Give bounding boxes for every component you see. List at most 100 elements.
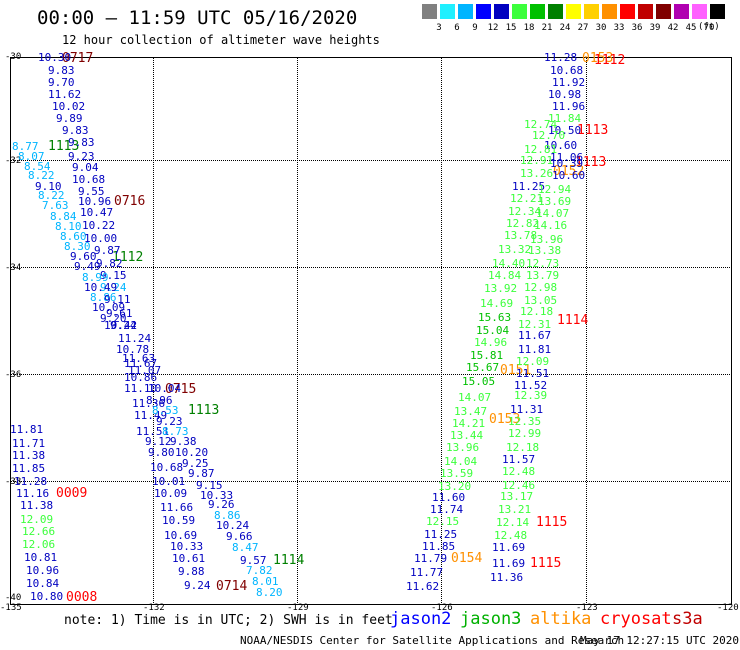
footnote: note: 1) Time is in UTC; 2) SWH is in fe… <box>64 613 393 628</box>
wave-height-value: 9.23 <box>156 415 183 428</box>
observation-time-label: 0715 <box>165 382 197 397</box>
wave-height-value: 11.84 <box>548 112 582 125</box>
color-swatch <box>656 4 671 19</box>
wave-height-value: 10.86 <box>124 371 158 384</box>
wave-height-value: 12.91 <box>520 154 554 167</box>
parallel-line <box>10 267 732 268</box>
wave-height-value: 9.70 <box>48 76 75 89</box>
wave-height-value: 13.20 <box>438 480 472 493</box>
wave-height-value: 9.83 <box>48 64 75 77</box>
wave-height-value: 8.30 <box>64 240 91 253</box>
color-swatch <box>530 4 545 19</box>
wave-height-value: 12.94 <box>538 183 572 196</box>
wave-height-value: 12.70 <box>532 129 566 142</box>
wave-height-value: 13.44 <box>450 429 484 442</box>
parallel-line <box>10 481 732 482</box>
wave-height-value: 11.28 <box>544 51 578 64</box>
wave-height-value: 11.85 <box>12 462 46 475</box>
wave-height-value: 11.10 <box>124 382 158 395</box>
observation-time-label: 1115 <box>530 556 562 571</box>
wave-height-value: 8.07 <box>18 150 45 163</box>
wave-height-value: 10.30 <box>38 51 72 64</box>
wave-height-value: 8.99 <box>82 271 109 284</box>
wave-height-value: 8.53 <box>152 404 179 417</box>
wave-height-value: 11.31 <box>510 403 544 416</box>
wave-height-value: 12.06 <box>22 538 56 551</box>
observation-time-label: 0151 <box>500 363 532 378</box>
meridian-line <box>441 57 442 605</box>
wave-height-value: 14.21 <box>452 417 486 430</box>
observation-time-label: 1114 <box>557 313 589 328</box>
wave-height-value: 15.04 <box>476 324 510 337</box>
wave-height-value: 15.63 <box>478 311 512 324</box>
wave-height-value: 11.57 <box>502 453 536 466</box>
observation-time-label: 1113 <box>575 155 607 170</box>
wave-height-value: 13.96 <box>446 441 480 454</box>
legend-jason2: jason2 <box>390 609 452 629</box>
observation-time-label: 0154 <box>451 551 483 566</box>
wave-height-value: 10.00 <box>84 232 118 245</box>
wave-height-value: 14.84 <box>488 269 522 282</box>
color-swatch <box>602 4 617 19</box>
map-subtitle: 12 hour collection of altimeter wave hei… <box>62 33 380 47</box>
wave-height-value: 12.31 <box>518 318 552 331</box>
wave-height-value: 7.63 <box>42 199 69 212</box>
wave-height-value: 8.20 <box>256 586 283 599</box>
wave-height-value: 12.48 <box>494 529 528 542</box>
wave-height-value: 10.78 <box>116 343 150 356</box>
observation-time-label: 0152 <box>553 164 585 179</box>
wave-height-value: 11.24 <box>118 332 152 345</box>
wave-height-value: 14.07 <box>536 207 570 220</box>
wave-height-value: 8.96 <box>146 394 173 407</box>
wave-height-value: 11.81 <box>518 343 552 356</box>
wave-height-value: 10.04 <box>148 382 182 395</box>
color-swatch <box>494 4 509 19</box>
observation-time-label: 0153 <box>489 412 521 427</box>
wave-height-value: 11.28 <box>14 475 48 488</box>
observation-time-label: 0714 <box>216 579 248 594</box>
wave-height-value: 10.60 <box>544 139 578 152</box>
latitude-label: -34 <box>5 263 22 273</box>
credit-line: NOAA/NESDIS Center for Satellite Applica… <box>240 634 625 647</box>
wave-height-value: 10.68 <box>150 461 184 474</box>
wave-height-value: 13.17 <box>500 490 534 503</box>
wave-height-value: 13.79 <box>526 269 560 282</box>
wave-height-value: 9.87 <box>94 244 121 257</box>
observation-time-label: 0717 <box>62 51 94 66</box>
color-scale-tick: 24 <box>559 23 571 33</box>
wave-height-value: 12.39 <box>514 389 548 402</box>
wave-height-value: 8.47 <box>232 541 259 554</box>
wave-height-value: 8.73 <box>162 425 189 438</box>
wave-height-value: 11.67 <box>124 357 158 370</box>
parallel-line <box>10 374 732 375</box>
wave-height-value: 10.96 <box>26 564 60 577</box>
meridian-line <box>297 57 298 605</box>
color-scale-tick: 6 <box>454 23 460 33</box>
generated-timestamp: May 17 12:27:15 UTC 2020 <box>580 634 739 647</box>
longitude-label: -120 <box>717 603 739 613</box>
wave-height-value: 9.61 <box>106 307 133 320</box>
color-scale-tick: 12 <box>487 23 499 33</box>
wave-height-value: 11.62 <box>48 88 82 101</box>
wave-height-value: 12.14 <box>496 516 530 529</box>
wave-height-value: 9.89 <box>56 112 83 125</box>
wave-height-value: 13.92 <box>484 282 518 295</box>
wave-height-value: 11.81 <box>10 423 44 436</box>
wave-height-value: 11.49 <box>134 409 168 422</box>
color-scale-tick: 9 <box>472 23 478 33</box>
wave-height-value: 12.82 <box>506 217 540 230</box>
wave-height-value: 10.47 <box>80 206 114 219</box>
color-scale-tick: 39 <box>649 23 661 33</box>
wave-height-value: 13.47 <box>454 405 488 418</box>
longitude-label: -123 <box>576 603 598 613</box>
wave-height-value: 11.85 <box>422 540 456 553</box>
wave-height-value: 10.24 <box>216 519 250 532</box>
legend-s3a: s3a <box>672 609 703 629</box>
wave-height-value: 9.20 <box>100 312 127 325</box>
wave-height-value: 10.49 <box>84 281 118 294</box>
wave-height-value: 8.10 <box>55 220 82 233</box>
wave-height-value: 12.98 <box>524 281 558 294</box>
color-swatch <box>638 4 653 19</box>
wave-height-value: 10.01 <box>152 475 186 488</box>
